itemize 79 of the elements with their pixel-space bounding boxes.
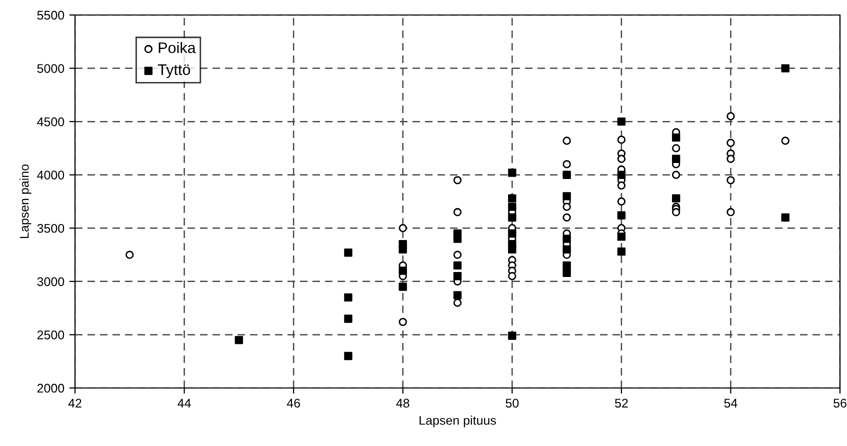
point (453, 291, 462, 300)
y-tick-label: 5000 (37, 64, 64, 73)
point (508, 245, 516, 254)
point (344, 352, 352, 360)
y-tick-label: 4500 (37, 117, 64, 126)
point (617, 154, 626, 163)
point (562, 268, 571, 277)
point (562, 192, 571, 200)
point (508, 272, 516, 280)
x-tick-label: 50 (506, 398, 519, 408)
point (726, 208, 735, 216)
point (453, 261, 462, 270)
x-tick-label: 42 (68, 398, 82, 408)
point (508, 202, 516, 211)
point (562, 202, 571, 211)
y-tick-label: 3000 (37, 277, 64, 286)
point (508, 194, 516, 202)
legend-label: Tyttö (158, 64, 190, 78)
y-tick-label: 4000 (37, 170, 64, 180)
point (562, 234, 571, 243)
point (726, 112, 735, 120)
point (508, 168, 516, 177)
y-tick-label: 2500 (37, 330, 64, 340)
point (453, 234, 462, 243)
point (672, 133, 680, 142)
point (781, 64, 790, 72)
point (453, 176, 462, 184)
point (781, 136, 790, 145)
point (344, 248, 352, 257)
point (126, 250, 134, 259)
point (617, 247, 626, 256)
point (672, 154, 680, 163)
point (672, 208, 680, 216)
point (398, 224, 407, 232)
x-tick-label: 56 (834, 398, 846, 408)
point (453, 298, 462, 307)
point (672, 170, 680, 179)
point (508, 213, 516, 222)
point (672, 144, 680, 152)
x-tick-label: 52 (614, 398, 628, 408)
x-tick-label: 46 (286, 398, 300, 408)
point (617, 211, 626, 220)
point (617, 117, 626, 126)
point (562, 160, 571, 168)
point (234, 336, 244, 344)
point (398, 282, 407, 291)
point (398, 245, 407, 254)
point (726, 154, 735, 163)
point (726, 176, 735, 184)
x-tick-label: 54 (724, 398, 738, 408)
point (672, 194, 680, 202)
point (617, 181, 626, 190)
point (562, 261, 571, 270)
point (344, 314, 352, 323)
y-tick-label: 3500 (37, 224, 64, 233)
point (617, 232, 626, 241)
point (562, 245, 571, 254)
point (453, 250, 462, 259)
point (781, 213, 790, 222)
point (398, 266, 407, 275)
point (726, 138, 735, 147)
point (508, 332, 516, 340)
point (562, 136, 571, 145)
y-axis-title: Lapsen paino (20, 164, 32, 238)
point (453, 208, 462, 216)
legend-label: Poika (158, 42, 196, 54)
point (453, 272, 462, 280)
point (617, 197, 626, 206)
point (398, 318, 407, 326)
x-tick-label: 44 (178, 398, 191, 408)
x-tick-label: 48 (396, 398, 410, 408)
point (508, 229, 516, 238)
point (344, 293, 352, 302)
point (562, 213, 571, 222)
x-axis-title: Lapsen pituus (420, 416, 496, 428)
y-tick-label: 5500 (37, 10, 64, 20)
y-tick-label: 2000 (37, 384, 64, 393)
point (617, 170, 626, 179)
point (617, 136, 626, 144)
